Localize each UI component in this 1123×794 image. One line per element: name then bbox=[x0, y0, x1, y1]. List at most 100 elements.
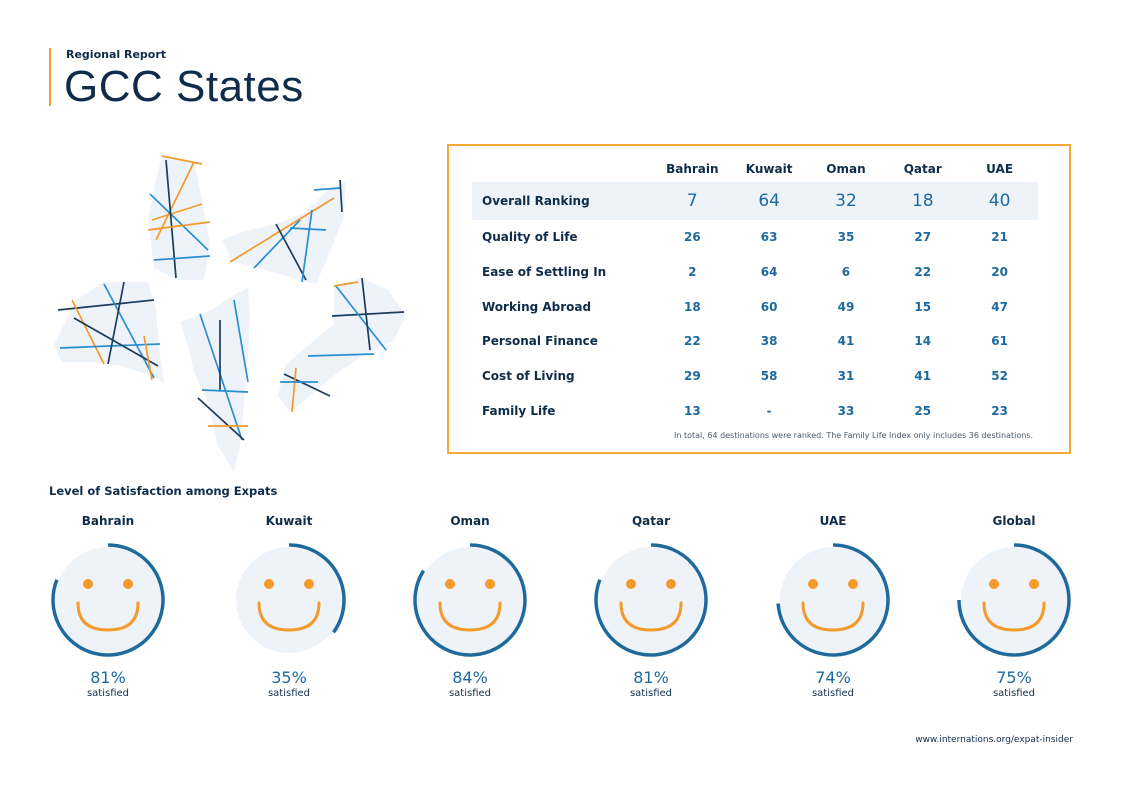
smiley-face-background bbox=[417, 547, 523, 653]
satisfaction-heading: Level of Satisfaction among Expats bbox=[49, 484, 278, 498]
smiley-mouth bbox=[982, 601, 1046, 632]
satisfaction-ring-arc bbox=[51, 543, 165, 657]
smiley-mouth bbox=[76, 601, 140, 632]
table-cell: 64 bbox=[760, 265, 778, 280]
table-cell: 22 bbox=[683, 334, 701, 349]
table-row: Family Life 13 - 33 25 23 bbox=[472, 393, 1038, 428]
table-cell: 18 bbox=[683, 299, 701, 314]
row-label: Family Life bbox=[482, 403, 556, 418]
table-cell: 15 bbox=[914, 299, 932, 314]
smiley-gauge-icon bbox=[236, 543, 346, 653]
smiley-face-background bbox=[55, 547, 161, 653]
table-cell: 7 bbox=[653, 182, 731, 220]
table-cell: 40 bbox=[961, 182, 1038, 220]
satisfaction-country: Qatar bbox=[631, 514, 671, 528]
satisfaction-country: Bahrain bbox=[81, 514, 135, 528]
table-cell: 47 bbox=[991, 299, 1008, 314]
table-cell: 52 bbox=[991, 369, 1008, 384]
table-footnote: In total, 64 destinations were ranked. T… bbox=[674, 431, 1033, 440]
smiley-gauge-icon bbox=[51, 543, 165, 657]
table-cell: 32 bbox=[807, 182, 885, 220]
table-cell: - bbox=[766, 403, 772, 418]
smiley-right-eye bbox=[123, 579, 133, 589]
table-cell: 35 bbox=[837, 230, 855, 245]
satisfaction-country: Global bbox=[992, 514, 1036, 528]
table-cell: 31 bbox=[837, 369, 855, 384]
table-cell: 23 bbox=[991, 403, 1008, 418]
table-cell: 38 bbox=[760, 334, 778, 349]
satisfaction-country: Oman bbox=[450, 514, 490, 528]
satisfaction-ring-arc bbox=[413, 543, 527, 657]
ranking-table-panel: Bahrain Kuwait Oman Qatar UAE Overall Ra… bbox=[447, 144, 1071, 454]
table-cell: 33 bbox=[837, 403, 855, 418]
row-label: Ease of Settling In bbox=[482, 265, 607, 280]
table-cell: 61 bbox=[991, 334, 1008, 349]
report-kicker: Regional Report bbox=[66, 48, 167, 61]
smiley-right-eye bbox=[848, 579, 858, 589]
table-row: Quality of Life 26 63 35 27 21 bbox=[472, 220, 1038, 255]
satisfaction-label: satisfied bbox=[267, 688, 311, 699]
table-cell: 29 bbox=[683, 369, 701, 384]
table-cell: 41 bbox=[914, 369, 932, 384]
satisfaction-item-kuwait: Kuwait 35% satisfied bbox=[219, 512, 359, 699]
smiley-gauge-icon bbox=[413, 543, 527, 657]
smiley-mouth bbox=[801, 601, 865, 632]
satisfaction-country: UAE bbox=[819, 514, 847, 528]
row-label: Personal Finance bbox=[482, 334, 598, 349]
table-cell: 60 bbox=[760, 299, 778, 314]
satisfaction-ring-arc bbox=[776, 543, 890, 657]
smiley-right-eye bbox=[304, 579, 314, 589]
table-row: Personal Finance 22 38 41 14 61 bbox=[472, 324, 1038, 359]
table-cell: 6 bbox=[841, 265, 851, 280]
smiley-face-background bbox=[780, 547, 886, 653]
smiley-face-background bbox=[961, 547, 1067, 653]
smiley-left-eye bbox=[264, 579, 274, 589]
smiley-gauge-icon bbox=[594, 543, 708, 657]
smiley-left-eye bbox=[626, 579, 636, 589]
table-cell: 26 bbox=[683, 230, 701, 245]
header-accent-bar bbox=[49, 48, 51, 106]
smiley-right-eye bbox=[666, 579, 676, 589]
satisfaction-label: satisfied bbox=[811, 688, 855, 699]
table-cell: 22 bbox=[914, 265, 932, 280]
column-header-qatar: Qatar bbox=[903, 162, 942, 176]
smiley-face-background bbox=[598, 547, 704, 653]
smiley-mouth bbox=[438, 601, 502, 632]
table-cell: 2 bbox=[688, 265, 697, 280]
satisfaction-percent: 35% bbox=[271, 668, 307, 687]
header-empty-cell bbox=[472, 156, 654, 182]
satisfaction-label: satisfied bbox=[448, 688, 492, 699]
smiley-left-eye bbox=[83, 579, 93, 589]
satisfaction-item-uae: UAE 74% satisfied bbox=[763, 512, 903, 699]
smiley-mouth bbox=[619, 601, 683, 632]
satisfaction-item-global: Global 75% satisfied bbox=[944, 512, 1084, 699]
table-cell: 20 bbox=[991, 265, 1008, 280]
row-label: Quality of Life bbox=[482, 230, 578, 245]
smiley-left-eye bbox=[808, 579, 818, 589]
table-row: Ease of Settling In 2 64 6 22 20 bbox=[472, 255, 1038, 290]
smiley-right-eye bbox=[485, 579, 495, 589]
smiley-left-eye bbox=[989, 579, 999, 589]
column-header-uae: UAE bbox=[986, 162, 1014, 176]
table-cell: 63 bbox=[760, 230, 778, 245]
satisfaction-percent: 74% bbox=[815, 668, 851, 687]
satisfaction-label: satisfied bbox=[992, 688, 1036, 699]
satisfaction-percent: 81% bbox=[90, 668, 126, 687]
footer-url: www.internations.org/expat-insider bbox=[915, 735, 1073, 745]
table-cell: 21 bbox=[991, 230, 1008, 245]
row-label: Working Abroad bbox=[482, 299, 592, 314]
satisfaction-item-qatar: Qatar 81% satisfied bbox=[581, 512, 721, 699]
column-header-oman: Oman bbox=[826, 162, 866, 176]
table-cell: 25 bbox=[914, 403, 932, 418]
table-cell: 49 bbox=[837, 299, 855, 314]
smiley-gauge-icon bbox=[776, 543, 890, 657]
satisfaction-ring-arc bbox=[288, 543, 346, 634]
table-cell: 64 bbox=[730, 182, 808, 220]
satisfaction-country: Kuwait bbox=[265, 514, 313, 528]
satisfaction-item-bahrain: Bahrain 81% satisfied bbox=[38, 512, 178, 699]
table-header-row: Bahrain Kuwait Oman Qatar UAE bbox=[472, 156, 1038, 182]
page-title: GCC States bbox=[64, 62, 304, 111]
smiley-gauge-icon bbox=[957, 543, 1071, 657]
satisfaction-item-oman: Oman 84% satisfied bbox=[400, 512, 540, 699]
satisfaction-ring-arc bbox=[594, 543, 708, 657]
